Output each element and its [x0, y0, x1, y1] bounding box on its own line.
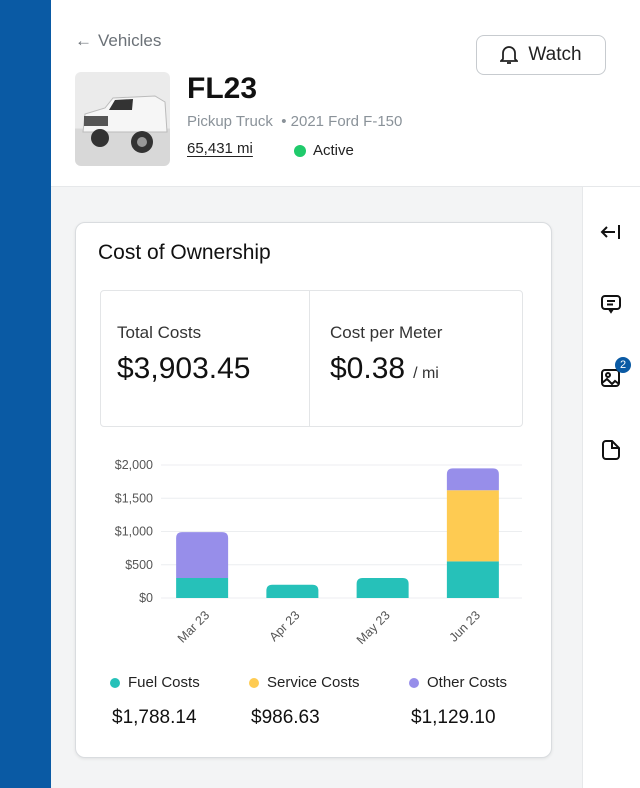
bar-segment-fuel-costs — [356, 578, 409, 598]
app-sidebar — [0, 0, 51, 788]
vehicle-subtitle: Pickup Truck • 2021 Ford F-150 — [187, 113, 402, 130]
legend-label: Other Costs — [427, 674, 508, 691]
cost-of-ownership-card: Cost of Ownership Total Costs $3,903.45 C… — [75, 222, 552, 758]
vehicle-header: ← Vehicles Watch FL23 Pickup Truck • 2021… — [51, 0, 640, 187]
vehicle-name: FL23 — [187, 72, 258, 105]
legend-dot — [110, 677, 120, 688]
y-tick-label: $2,000 — [115, 458, 153, 472]
legend-dot — [409, 677, 419, 688]
legend-item: Other Costs — [409, 674, 507, 691]
y-tick-label: $1,000 — [115, 525, 153, 539]
x-tick-label: May 23 — [354, 608, 393, 647]
watch-label: Watch — [528, 44, 582, 65]
cost-chart: $0 $500 $1,000 $1,500 $2,000 Mar 23 Apr 23 May … — [115, 458, 522, 647]
card-title: Cost of Ownership — [98, 241, 271, 264]
photos-count-badge: 2 — [615, 357, 631, 373]
bell-icon — [500, 46, 519, 64]
cost-summary: Total Costs $3,903.45 Cost per Meter $0.38… — [100, 290, 523, 427]
cost-per-meter-value: $0.38 — [330, 352, 406, 385]
legend-item: Service Costs — [249, 674, 360, 691]
y-tick-label: $500 — [125, 558, 153, 572]
back-label: Vehicles — [98, 31, 162, 50]
x-tick-label: Jun 23 — [447, 608, 483, 644]
right-rail: 2 — [582, 187, 640, 788]
bar-segment-fuel-costs — [446, 561, 499, 598]
status-label: Active — [313, 142, 354, 159]
comment-icon[interactable] — [599, 292, 623, 316]
legend-item: Fuel Costs — [110, 674, 200, 691]
photos-icon[interactable] — [599, 365, 623, 389]
arrow-left-icon: ← — [75, 31, 92, 50]
legend-total: $986.63 — [251, 707, 320, 728]
total-costs: Total Costs $3,903.45 — [101, 291, 309, 426]
watch-button[interactable]: Watch — [476, 35, 606, 75]
bar-segment-other-costs — [176, 532, 229, 579]
total-costs-label: Total Costs — [117, 323, 202, 342]
x-tick-label: Apr 23 — [267, 608, 303, 644]
status-badge: Active — [294, 142, 354, 159]
legend-dot — [249, 677, 259, 688]
vehicle-photo — [75, 72, 170, 166]
document-icon[interactable] — [599, 438, 623, 462]
status-dot — [294, 144, 306, 157]
legend-total: $1,788.14 — [112, 707, 197, 728]
legend-label: Fuel Costs — [128, 674, 200, 691]
collapse-panel-icon[interactable] — [599, 220, 623, 244]
vehicle-type: Pickup Truck — [187, 113, 273, 130]
vehicle-details: • 2021 Ford F-150 — [281, 113, 403, 130]
meter-link[interactable]: 65,431 mi — [187, 140, 253, 157]
y-tick-label: $0 — [139, 591, 153, 605]
x-tick-label: Mar 23 — [175, 608, 212, 645]
bar-segment-other-costs — [446, 468, 499, 491]
cost-per-meter-unit: / mi — [413, 365, 439, 382]
back-link[interactable]: ← Vehicles — [75, 31, 161, 51]
legend-total: $1,129.10 — [411, 707, 496, 728]
bar-segment-fuel-costs — [176, 578, 229, 598]
bar-segment-fuel-costs — [266, 584, 319, 598]
legend-label: Service Costs — [267, 674, 360, 691]
cost-per-meter: Cost per Meter $0.38 / mi — [309, 291, 522, 426]
cost-per-meter-label: Cost per Meter — [330, 323, 443, 342]
y-tick-label: $1,500 — [115, 491, 153, 505]
bar-segment-service-costs — [446, 490, 499, 562]
total-costs-value: $3,903.45 — [117, 352, 251, 385]
